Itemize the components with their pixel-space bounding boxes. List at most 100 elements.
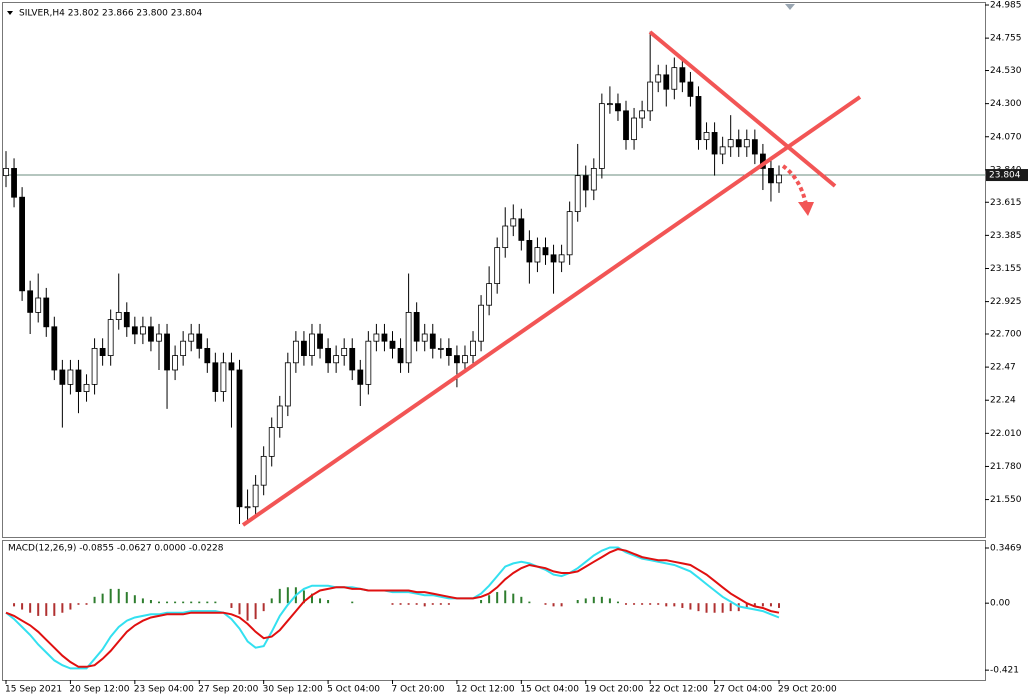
histogram-bar [528,601,531,604]
x-tick-label: 20 Sep 12:00 [69,685,129,695]
y-tick-label: 24.070 [990,132,1022,142]
candle-body [349,347,356,371]
price-plot [3,31,985,525]
candle-body [405,312,412,364]
histogram-bar [705,603,708,613]
x-tick-label: 30 Sep 12:00 [263,685,323,695]
histogram-bar [488,595,491,604]
histogram-bar [407,603,410,605]
histogram-bar [544,603,547,605]
y-tick-label: 22.700 [990,329,1022,339]
histogram-bar [399,603,402,605]
candle-body [301,340,307,356]
candle-body [574,175,581,213]
candle-body [655,74,662,83]
histogram-bar [584,598,587,604]
macd-panel [2,540,986,681]
candle-body [590,168,597,191]
candle-body [43,297,50,328]
histogram-bar [761,603,764,607]
main-panel [2,2,986,538]
histogram-bar [77,603,80,605]
y-tick-label: 21.780 [990,462,1022,472]
candle-body [317,333,323,349]
candle-body [663,74,670,90]
candle-body [639,110,646,119]
y-tick-label: 23.385 [990,231,1022,241]
histogram-bar [230,603,233,608]
candle-body [309,333,315,356]
candle-body [139,326,146,335]
x-tick-label: 7 Oct 20:00 [392,685,445,695]
candle-body [35,297,42,313]
histogram-bar [552,603,555,607]
histogram-bar [53,603,56,616]
histogram-bar [190,601,193,604]
candle-body [615,103,621,112]
candle-body [123,312,130,328]
histogram-bar [641,603,644,605]
candle-body [776,174,782,184]
histogram-bar [166,601,169,604]
arrow-head [798,202,814,216]
candle-body [743,139,750,148]
candle-body [244,506,251,509]
histogram-bar [512,593,515,604]
shift-marker [785,4,795,10]
candle-body [180,340,187,356]
candle-body [558,254,565,263]
candle-body [445,347,452,356]
candle-body [647,81,654,112]
candle-body [719,146,726,155]
histogram-bar [657,603,660,605]
current-price-box [986,169,1028,182]
histogram-bar [391,603,394,605]
forecast-arrow [781,164,808,205]
histogram-bar [310,593,313,604]
histogram-bar [496,592,499,604]
macd-title: MACD(12,26,9) -0.0855 -0.0627 0.0000 -0.… [8,544,224,554]
y-tick-label: -0.421 [990,666,1019,676]
x-tick-label: 27 Oct 04:00 [714,685,773,695]
y-tick-label: 22.925 [990,297,1022,307]
candle-body [268,427,275,457]
histogram-bar [262,603,265,612]
candle-body [333,355,340,364]
histogram-bar [665,603,668,607]
candle-body [67,369,74,385]
histogram-bar [721,603,724,613]
candle-body [172,355,178,371]
candle-body [462,355,468,364]
histogram-bar [13,603,16,607]
candle-body [671,67,678,90]
histogram-bar [713,603,716,613]
candle-body [115,312,122,320]
histogram-bar [423,603,426,607]
candle-body [148,326,154,342]
histogram-bar [769,603,772,607]
histogram-bar [141,598,144,604]
x-tick-label: 15 Sep 2021 [5,685,62,695]
candle-body [623,110,629,141]
histogram-bar [117,588,120,604]
histogram-bar [576,600,579,604]
candle-body [542,247,549,256]
histogram-bar [246,603,249,621]
histogram-bar [286,587,289,604]
candle-body [478,304,484,342]
histogram-bar [439,603,442,605]
candle-body [679,67,686,83]
candle-body [518,218,525,241]
histogram-bar [302,590,305,604]
candle-body [502,225,509,249]
histogram-bar [270,598,273,604]
histogram-bar [214,601,217,604]
candle-body [413,312,420,342]
candle-body [164,333,170,371]
histogram-bar [447,603,450,605]
candle-body [204,347,211,364]
candle-body [196,333,203,349]
candle-body [421,333,428,342]
candle-body [292,340,299,364]
